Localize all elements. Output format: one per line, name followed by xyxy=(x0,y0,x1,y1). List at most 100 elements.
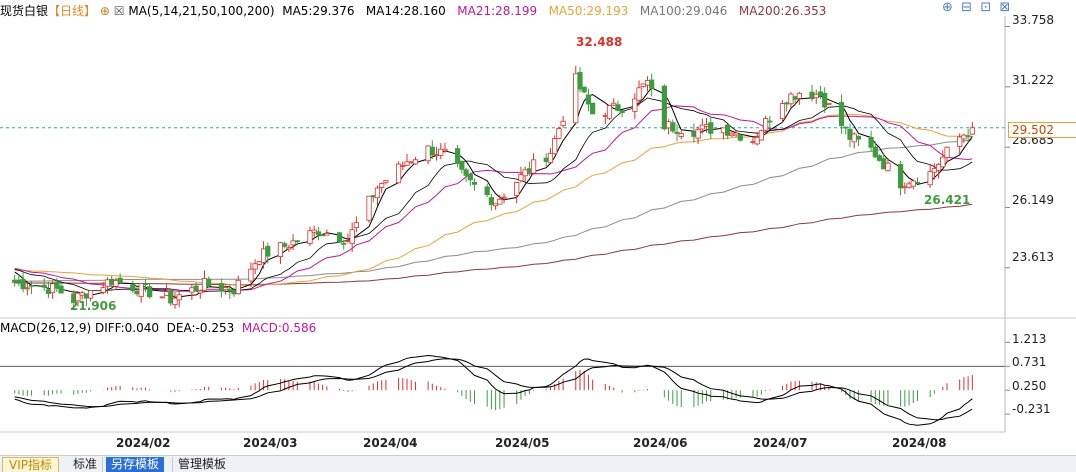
close-icon[interactable]: ⊠ xyxy=(999,0,1011,15)
candle-body xyxy=(729,133,735,137)
candle xyxy=(336,231,343,243)
tab-manage-template[interactable]: 管理模板 xyxy=(172,457,231,472)
candle xyxy=(969,122,975,135)
minimize-icon[interactable]: ⊟ xyxy=(961,0,973,15)
macd-tick-label: 0.250 xyxy=(1012,379,1047,393)
candle-body xyxy=(935,163,942,171)
date-tick-label: 2024/02 xyxy=(116,436,171,450)
candle xyxy=(408,161,414,164)
candle-body xyxy=(809,91,815,100)
candle xyxy=(307,226,313,247)
candle-body xyxy=(838,102,845,127)
candle-body xyxy=(526,168,532,173)
candle xyxy=(779,100,786,123)
candle-body xyxy=(522,169,528,177)
candle-body xyxy=(927,171,933,186)
candle xyxy=(248,262,254,288)
candle xyxy=(670,119,676,134)
tab-vip-indicator[interactable]: VIP指标 xyxy=(2,457,59,472)
macd-tick-label: 0.731 xyxy=(1012,355,1047,369)
macd-header: MACD(26,12,9) DIFF:0.040 DEA:-0.253 MACD… xyxy=(0,321,316,337)
settings-dot-icon[interactable]: ⊕ xyxy=(99,4,110,18)
diff-line xyxy=(14,354,973,426)
candle-body xyxy=(944,146,950,159)
candle-body xyxy=(851,133,857,143)
candle-body xyxy=(497,198,503,205)
candle xyxy=(294,240,300,246)
candle xyxy=(501,193,507,204)
candle-body xyxy=(442,148,448,152)
period-label[interactable]: 【日线】 xyxy=(48,4,97,18)
candle xyxy=(619,110,625,118)
date-tick-label: 2024/07 xyxy=(753,436,808,450)
checkbox-icon[interactable]: ☒ xyxy=(113,4,125,18)
candle xyxy=(855,135,862,147)
tab-save-template[interactable]: 另存模板 xyxy=(106,457,165,472)
candle xyxy=(691,123,697,143)
candle xyxy=(455,144,461,168)
candle-body xyxy=(957,136,963,147)
candle xyxy=(315,226,322,241)
candle-body xyxy=(429,146,435,156)
candle-body xyxy=(134,290,140,295)
tab-standard[interactable]: 标准 xyxy=(68,457,104,472)
candle-body xyxy=(282,243,288,247)
candle xyxy=(113,277,119,290)
candle-body xyxy=(400,165,406,167)
candle-body xyxy=(252,263,258,270)
candle-body xyxy=(408,161,414,164)
candle xyxy=(573,65,579,125)
candle xyxy=(366,195,372,223)
candle-body xyxy=(530,159,537,174)
candle-body xyxy=(695,128,701,139)
candle-body xyxy=(383,180,389,183)
candle xyxy=(906,181,912,189)
candle xyxy=(497,194,503,205)
candle xyxy=(876,154,883,162)
candle xyxy=(530,153,537,175)
candle-body xyxy=(256,261,262,265)
candle xyxy=(547,148,554,164)
candle xyxy=(640,83,646,88)
candle xyxy=(425,145,431,165)
candle xyxy=(41,278,47,291)
candle-body xyxy=(467,173,473,181)
restore-icon[interactable]: ⊡ xyxy=(980,0,992,15)
candle xyxy=(493,203,499,210)
ma100-line xyxy=(14,139,973,283)
candle-body xyxy=(792,96,798,100)
candle-body xyxy=(817,91,824,96)
candle xyxy=(733,130,739,137)
candle xyxy=(796,91,802,105)
candle-body xyxy=(826,102,832,105)
current-price-box: 29.502 xyxy=(1008,122,1076,138)
candle xyxy=(763,115,769,135)
candle xyxy=(881,153,887,170)
candle-body xyxy=(117,277,123,284)
candle-body xyxy=(556,128,562,139)
candle-body xyxy=(206,278,212,287)
low-annotation-aug: 26.421 xyxy=(924,193,971,207)
candle xyxy=(45,281,52,299)
candle-body xyxy=(142,283,149,286)
ma200-line xyxy=(14,203,973,286)
candle xyxy=(615,100,621,112)
candle-body xyxy=(590,102,596,115)
candle-body xyxy=(754,137,760,145)
candle xyxy=(189,284,195,300)
candle-body xyxy=(619,110,625,113)
candle xyxy=(197,289,203,299)
candle-body xyxy=(353,222,359,229)
candle xyxy=(20,272,26,293)
candle-body xyxy=(290,240,296,246)
candle xyxy=(176,289,182,308)
candle xyxy=(54,277,60,292)
candle-body xyxy=(725,124,731,136)
candle-body xyxy=(20,279,26,290)
dea-label: DEA:-0.253 xyxy=(166,321,235,335)
ma50-label: MA50:29.193 xyxy=(548,4,629,18)
candle-body xyxy=(514,182,520,196)
candle xyxy=(58,280,64,294)
candle xyxy=(767,116,773,129)
add-icon[interactable]: ⊕ xyxy=(942,0,953,15)
